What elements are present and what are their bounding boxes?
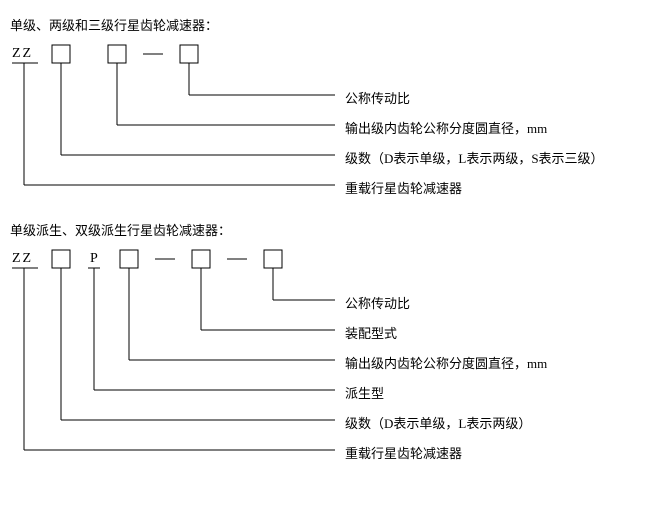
connector-lines xyxy=(0,5,650,205)
connector-lines xyxy=(0,210,650,470)
code-diagram: 单级派生、双级派生行星齿轮减速器：ZZP公称传动比装配型式输出级内齿轮公称分度圆… xyxy=(0,210,650,470)
code-diagram: 单级、两级和三级行星齿轮减速器：ZZ公称传动比输出级内齿轮公称分度圆直径，mm级… xyxy=(0,5,650,205)
